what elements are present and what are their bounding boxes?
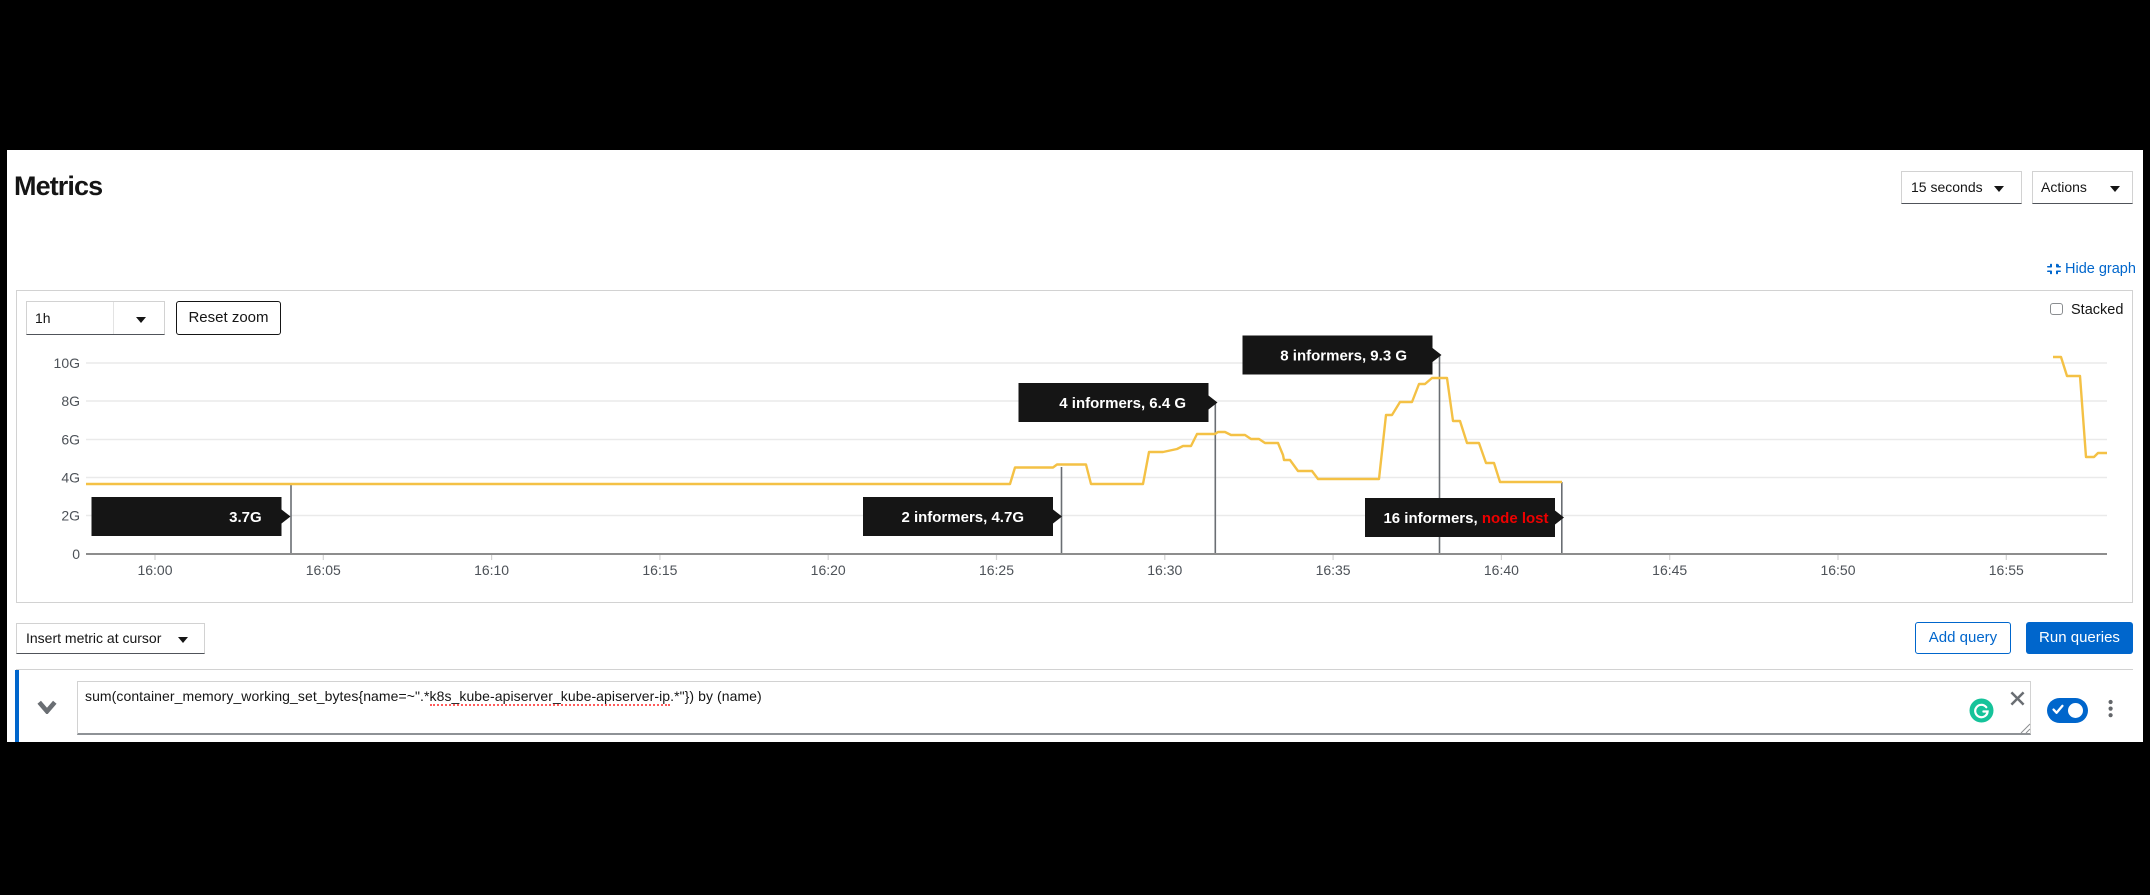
svg-text:16:50: 16:50	[1820, 562, 1855, 578]
svg-text:6G: 6G	[61, 432, 80, 448]
svg-text:0: 0	[72, 546, 80, 562]
svg-text:16:35: 16:35	[1316, 562, 1351, 578]
svg-text:16:10: 16:10	[474, 562, 509, 578]
svg-text:2 informers, 4.7G: 2 informers, 4.7G	[901, 509, 1024, 526]
svg-text:16:15: 16:15	[642, 562, 677, 578]
svg-text:4 informers, 6.4 G: 4 informers, 6.4 G	[1059, 395, 1186, 412]
svg-text:8G: 8G	[61, 393, 80, 409]
svg-text:16:25: 16:25	[979, 562, 1014, 578]
svg-text:16:30: 16:30	[1147, 562, 1182, 578]
svg-text:3.7G: 3.7G	[229, 509, 262, 526]
svg-text:16:45: 16:45	[1652, 562, 1687, 578]
svg-text:16:40: 16:40	[1484, 562, 1519, 578]
svg-text:16:20: 16:20	[811, 562, 846, 578]
svg-text:10G: 10G	[54, 355, 80, 371]
svg-text:2G: 2G	[61, 508, 80, 524]
svg-text:16:00: 16:00	[137, 562, 172, 578]
svg-text:4G: 4G	[61, 470, 80, 486]
svg-text:16 informers, node lost: 16 informers, node lost	[1383, 510, 1548, 527]
svg-text:16:05: 16:05	[306, 562, 341, 578]
svg-text:16:55: 16:55	[1989, 562, 2024, 578]
svg-text:8 informers, 9.3 G: 8 informers, 9.3 G	[1280, 347, 1407, 364]
